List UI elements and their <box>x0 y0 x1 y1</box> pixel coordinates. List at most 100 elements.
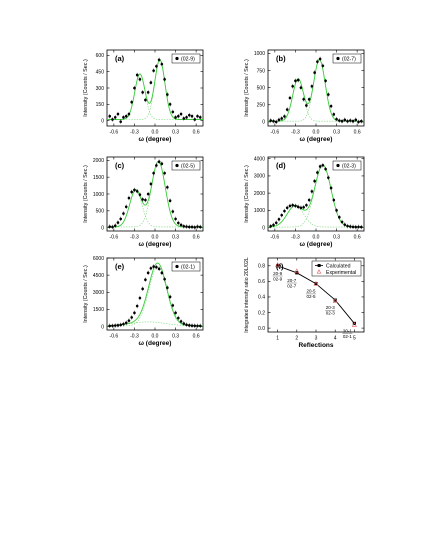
data-point <box>130 316 133 319</box>
x-axis-label: ω (degree) <box>139 241 172 248</box>
annotation-numerator: 20-3 <box>326 305 336 310</box>
x-tick-label: -0.6 <box>110 334 119 340</box>
data-point <box>138 78 142 81</box>
calculated-marker <box>276 264 280 268</box>
data-point <box>285 108 289 111</box>
data-point <box>310 190 314 193</box>
y-axis-label: Intensity (Counts / Sec.) <box>83 265 89 323</box>
data-point <box>343 118 347 122</box>
data-point <box>277 217 281 221</box>
legend-marker <box>175 163 179 168</box>
data-point <box>182 117 186 120</box>
data-point <box>133 188 136 192</box>
annotation-denominator: 02-3 <box>326 311 336 316</box>
y-axis-label: Integrated intensity ratio 20L/02L <box>244 257 250 333</box>
data-point <box>182 224 186 228</box>
x-tick-label: 0.6 <box>193 130 200 136</box>
legend-box <box>171 160 201 171</box>
curves <box>268 164 364 228</box>
x-tick-label: 0.6 <box>193 334 200 340</box>
y-tick-label: 1500 <box>93 307 104 313</box>
reflection-annotations: 20-902-9 20-702-7 20-502-5 20-302-3 20-102-1 <box>272 271 353 339</box>
data-point <box>294 79 297 83</box>
data-point <box>111 225 114 229</box>
fit-curve <box>107 59 203 120</box>
data-point <box>168 102 172 106</box>
calculated-marker <box>314 282 318 286</box>
x-tick-label: 3 <box>315 336 318 342</box>
data-point <box>119 323 123 327</box>
x-tick-label: -0.3 <box>130 130 139 136</box>
x-axis-label: Reflections <box>298 342 333 349</box>
panel-label: (c) <box>115 161 125 170</box>
panel-label: (d) <box>276 161 286 170</box>
data-point <box>122 322 125 326</box>
panel-c: -0.6 -0.3 0.0 0.3 0.6 0 500 1000 1500 2000 Intensi… <box>83 156 204 248</box>
panel-d: -0.6 -0.3 0.0 0.3 0.6 0 1000 2000 3000 4000 Intens… <box>244 157 365 248</box>
data-point <box>196 324 199 328</box>
data-points <box>269 56 363 125</box>
y-tick-label: 0 <box>101 324 104 330</box>
x-tick-label: 0.6 <box>354 235 361 241</box>
data-point <box>163 78 166 81</box>
data-point <box>171 210 175 213</box>
x-tick-label: -0.6 <box>110 235 119 241</box>
data-point <box>130 100 133 104</box>
annotation-numerator: 20-5 <box>306 289 316 294</box>
data-point <box>321 64 325 68</box>
component-peak-1 <box>107 189 203 228</box>
data-point <box>305 203 308 207</box>
data-point <box>166 286 169 290</box>
data-point <box>316 171 319 174</box>
component-peak-2 <box>268 164 364 228</box>
data-point <box>163 277 166 281</box>
legend-label: (02-7) <box>342 56 356 62</box>
panel-e: -0.6 -0.3 0.0 0.3 0.6 0 1500 3000 4500 6000 Intens… <box>83 256 204 347</box>
data-point <box>160 271 164 275</box>
y-axis-label: Intensity (Counts / Sec.) <box>83 165 89 223</box>
y-tick-label: 450 <box>96 70 105 76</box>
legend-marker <box>336 163 340 168</box>
y-tick-label: 0 <box>101 118 104 124</box>
data-point <box>144 278 147 282</box>
y-axis-label: Intensity (Counts / Sec.) <box>83 59 89 117</box>
y-axis-label: Intensity (Counts / Sec.) <box>244 59 250 117</box>
legend-box <box>332 53 362 64</box>
data-points <box>108 57 202 124</box>
calculated-marker <box>333 298 337 302</box>
experimental-marker <box>294 268 300 274</box>
data-point <box>196 114 199 118</box>
data-point <box>116 112 120 116</box>
y-tick-label: 3000 <box>254 174 265 180</box>
data-point <box>318 57 322 61</box>
data-point <box>198 225 202 229</box>
data-point <box>124 114 128 118</box>
x-tick-label: 0.0 <box>152 130 159 136</box>
data-point <box>299 86 303 89</box>
y-tick-label: 3000 <box>93 290 104 296</box>
annotation-numerator: 20-1 <box>343 328 353 333</box>
x-tick-label: 5 <box>353 336 356 342</box>
data-point <box>133 86 136 90</box>
data-point <box>187 113 191 117</box>
data-point <box>288 204 292 208</box>
data-point <box>141 198 144 201</box>
data-point <box>354 225 358 229</box>
data-point <box>111 118 114 121</box>
x-tick-label: 0.0 <box>313 130 320 136</box>
x-tick-label: 0.0 <box>152 235 159 241</box>
y-axis-label: Intensity (Counts / Sec.) <box>244 165 250 223</box>
data-point <box>149 81 153 84</box>
data-point <box>168 295 172 299</box>
data-point <box>174 311 177 315</box>
data-point <box>283 209 286 213</box>
data-point <box>171 304 175 307</box>
data-point <box>166 93 169 96</box>
data-point <box>335 209 338 212</box>
data-point <box>119 217 123 221</box>
data-point <box>108 324 112 328</box>
data-point <box>274 120 278 124</box>
experimental-marker <box>275 262 281 267</box>
panel-label: (e) <box>115 262 125 271</box>
data-point <box>285 206 289 210</box>
